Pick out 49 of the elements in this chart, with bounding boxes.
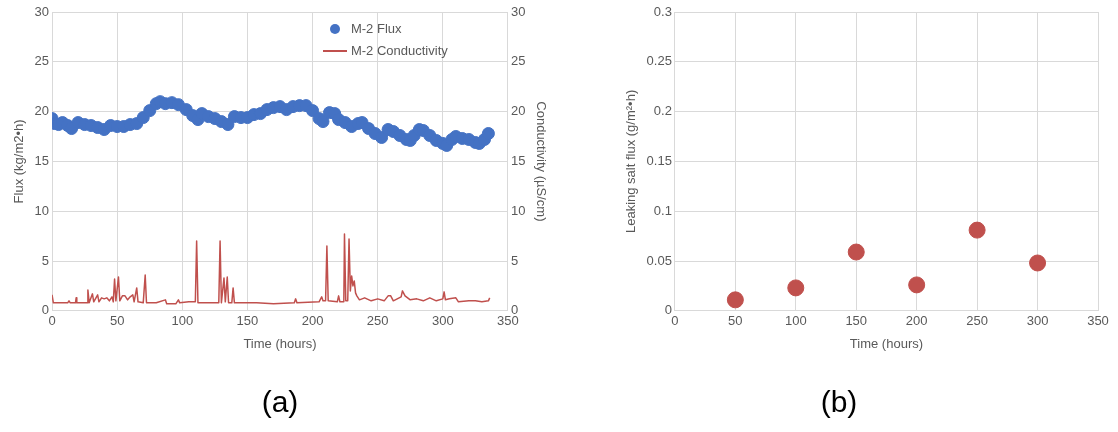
x-tick-label: 300 xyxy=(1026,313,1049,329)
point xyxy=(968,221,986,239)
text: (b) xyxy=(819,385,859,419)
y-tick-label: 0.25 xyxy=(646,53,672,69)
x-tick-label: 300 xyxy=(431,313,454,329)
x-axis-title: Time (hours) xyxy=(243,335,317,351)
y-tick-label: 10 xyxy=(34,202,50,218)
x-tick-label: 50 xyxy=(109,313,125,329)
x-tick-label: 200 xyxy=(905,313,928,329)
x-tick-label: 250 xyxy=(366,313,389,329)
point xyxy=(1029,254,1047,272)
y-tick-label: 0.1 xyxy=(653,202,672,218)
point xyxy=(787,279,805,297)
point xyxy=(908,276,926,294)
x-tick-label: 250 xyxy=(966,313,988,329)
x-tick-label: 350 xyxy=(1087,313,1109,329)
y-axis-title: Leaking salt flux (g/m²•h) xyxy=(623,89,639,234)
y-tick-label: 15 xyxy=(34,152,50,168)
x-tick-label: 150 xyxy=(236,313,259,329)
y2-axis-title: Conductivity (µS/cm) xyxy=(533,101,549,222)
x-tick-label: 200 xyxy=(301,313,324,329)
y2-tick-label: 30 xyxy=(510,3,526,19)
point xyxy=(726,291,744,309)
x-tick-label: 150 xyxy=(845,313,868,329)
y2-tick-label: 25 xyxy=(510,53,526,69)
y2-tick-label: 20 xyxy=(510,103,526,119)
x-tick-label: 100 xyxy=(171,313,194,329)
y-tick-label: 0.15 xyxy=(646,152,672,168)
x-tick-label: 350 xyxy=(497,313,519,329)
y2-tick-label: 5 xyxy=(510,252,519,268)
y-tick-label: 0.3 xyxy=(653,3,672,19)
y-tick-label: 0 xyxy=(664,302,672,318)
x-tick-label: 50 xyxy=(728,313,743,329)
y-tick-label: 0.05 xyxy=(646,252,672,268)
legend-label: M-2 Conductivity xyxy=(350,42,448,60)
point xyxy=(847,243,865,261)
y-tick-label: 0 xyxy=(41,302,50,318)
y-tick-label: 25 xyxy=(34,53,50,69)
y2-tick-label: 15 xyxy=(510,152,526,168)
y-tick-label: 0.2 xyxy=(653,103,672,119)
text: (a) xyxy=(260,385,300,419)
y-tick-label: 30 xyxy=(34,3,50,19)
y2-tick-label: 10 xyxy=(510,202,526,218)
y-tick-label: 5 xyxy=(41,252,50,268)
y-axis-title: Flux (kg/m2•h) xyxy=(11,119,27,204)
x-tick-label: 100 xyxy=(784,313,807,329)
legend-label: M-2 Flux xyxy=(350,20,402,38)
x-axis-title: Time (hours) xyxy=(849,335,924,351)
y-tick-label: 20 xyxy=(34,103,50,119)
